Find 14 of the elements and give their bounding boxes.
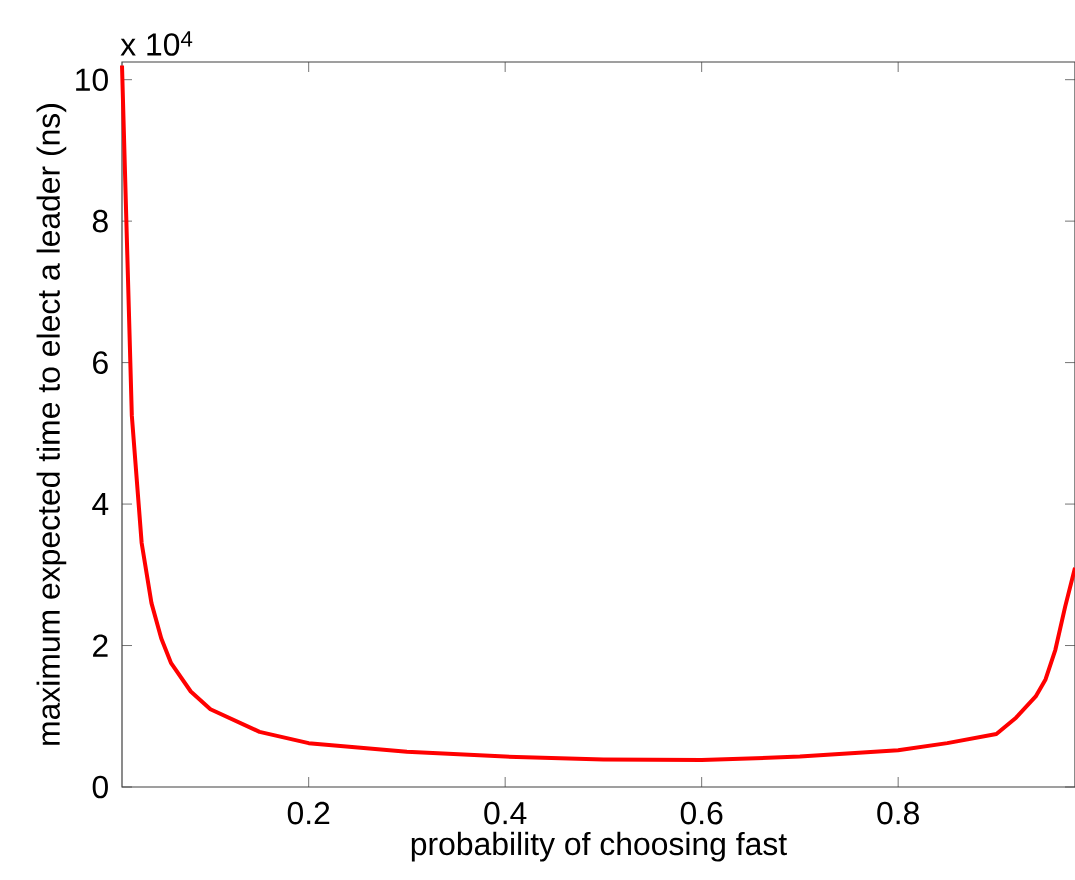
x-tick-label: 0.8 xyxy=(877,801,919,825)
x-tick-label: 0.6 xyxy=(680,801,723,825)
y-axis-title: maximum expected time to elect a leader (ns) xyxy=(36,104,67,745)
y-tick-label: 2 xyxy=(93,634,108,657)
x-axis-title: probability of choosing fast xyxy=(411,831,787,862)
x-tick-label: 0.4 xyxy=(484,801,527,825)
x-tick-label: 0.2 xyxy=(287,801,330,825)
line-series xyxy=(120,63,1075,763)
y-tick-label: 6 xyxy=(93,351,108,374)
text: x 10$^{4}$ xyxy=(120,31,193,56)
y-tick-label: 4 xyxy=(92,493,109,516)
y-tick-label: 10 xyxy=(76,68,108,91)
y-tick-label: 8 xyxy=(92,209,108,233)
y-tick-label: 0 xyxy=(92,775,108,799)
